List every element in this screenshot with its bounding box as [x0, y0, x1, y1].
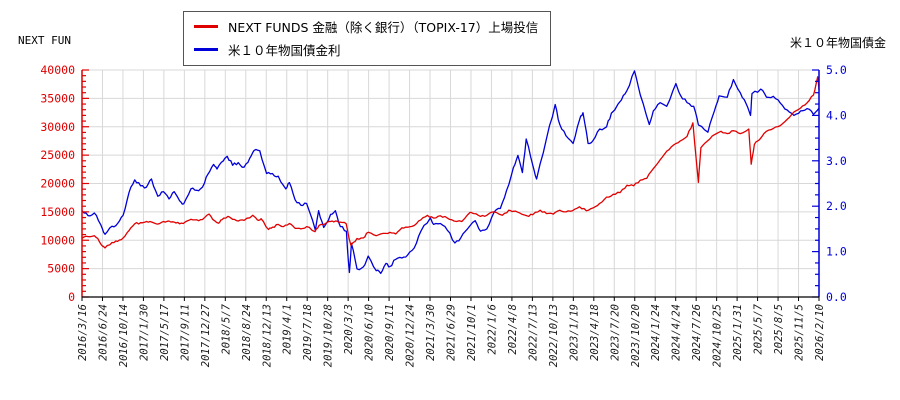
axes: 0 5000 10000 15000 20000 25000 30000 35000 40000… [40, 63, 846, 367]
x-axis-tick-label: 2022/1/6 [486, 304, 498, 355]
x-axis-tick-label: 2025/8/5 [773, 304, 785, 355]
left-axis-tick-label: 15000 [40, 205, 75, 219]
grid [82, 69, 819, 297]
legend-item-yield: 米１０年物国債金利 [194, 40, 538, 59]
truncated-series-title-left: NEXT FUN [18, 34, 71, 47]
x-axis-tick-label: 2019/10/28 [323, 304, 335, 367]
left-axis-tick-label: 40000 [40, 63, 75, 77]
left-axis-tick-label: 30000 [40, 120, 75, 134]
right-axis-tick-label: 3.0 [826, 154, 847, 168]
x-axis-tick-label: 2023/7/20 [609, 304, 621, 361]
x-axis-tick-label: 2024/7/26 [691, 304, 703, 361]
x-axis-tick-label: 2017/9/11 [179, 304, 191, 361]
right-axis-tick-label: 5.0 [826, 63, 847, 77]
x-axis-tick-label: 2025/1/31 [732, 304, 744, 361]
x-axis-tick-label: 2026/2/10 [814, 304, 826, 361]
red-line-swatch [194, 25, 218, 28]
x-axis-tick-label: 2021/6/29 [446, 304, 458, 361]
x-axis-tick-label: 2017/12/27 [200, 303, 212, 367]
treasury-yield-line [81, 70, 820, 275]
left-axis-tick-label: 5000 [47, 262, 75, 276]
right-axis-tick-label: 1.0 [826, 245, 847, 259]
left-axis-tick-label: 25000 [40, 148, 75, 162]
truncated-series-title-right: 米１０年物国債金 [789, 36, 886, 50]
legend-label-yield: 米１０年物国債金利 [228, 43, 341, 58]
x-axis-tick-label: 2023/4/18 [589, 304, 601, 361]
x-axis-tick-label: 2022/10/13 [548, 304, 560, 367]
x-axis-tick-label: 2018/8/24 [241, 304, 253, 361]
left-axis-tick-label: 35000 [40, 91, 75, 105]
right-axis-tick-label: 2.0 [826, 199, 847, 213]
x-axis-tick-label: 2020/9/11 [384, 304, 396, 361]
x-axis-tick-label: 2016/6/24 [97, 304, 109, 361]
x-axis-tick-label: 2018/5/7 [220, 303, 232, 354]
x-axis-tick-label: 2016/3/16 [77, 304, 89, 361]
x-axis-tick-label: 2017/5/17 [159, 303, 171, 361]
x-axis-tick-label: 2024/4/24 [671, 304, 683, 361]
left-axis-tick-label: 20000 [40, 177, 75, 191]
left-axis-tick-label: 0 [68, 290, 75, 304]
x-axis-tick-label: 2016/10/14 [118, 304, 130, 367]
x-axis-tick-label: 2021/10/1 [466, 304, 478, 361]
x-axis-tick-label: 2023/1/19 [568, 304, 580, 361]
x-axis-tick-label: 2024/1/24 [650, 304, 662, 361]
x-axis-tick-label: 2020/12/24 [405, 304, 417, 367]
x-axis-tick-label: 2025/11/5 [794, 304, 806, 361]
x-axis-tick-label: 2018/12/13 [261, 304, 273, 367]
right-axis-tick-label: 4.0 [826, 108, 847, 122]
x-axis-tick-label: 2025/5/7 [753, 303, 765, 354]
left-axis-tick-label: 10000 [40, 233, 75, 247]
legend-item-fund: NEXT FUNDS 金融（除く銀行）（TOPIX-17）上場投信 [194, 17, 538, 36]
x-axis-tick-label: 2019/7/18 [302, 304, 314, 361]
x-axis-tick-label: 2024/10/25 [712, 304, 724, 367]
legend: NEXT FUNDS 金融（除く銀行）（TOPIX-17）上場投信 米１０年物国… [183, 11, 552, 66]
x-axis-tick-label: 2017/1/30 [138, 304, 150, 361]
fund-price-line [81, 76, 820, 249]
x-axis-tick-label: 2021/3/30 [425, 304, 437, 361]
x-axis-tick-label: 2019/4/1 [282, 304, 294, 355]
x-axis-tick-label: 2022/4/8 [507, 304, 519, 355]
x-axis-tick-label: 2020/6/10 [364, 304, 376, 361]
x-axis-tick-label: 2022/7/13 [527, 304, 539, 361]
x-axis-tick-label: 2020/3/3 [343, 304, 355, 355]
blue-line-swatch [194, 48, 218, 51]
right-axis-tick-label: 0.0 [826, 290, 847, 304]
x-axis-tick-label: 2023/10/20 [630, 304, 642, 367]
legend-label-fund: NEXT FUNDS 金融（除く銀行）（TOPIX-17）上場投信 [228, 20, 539, 35]
